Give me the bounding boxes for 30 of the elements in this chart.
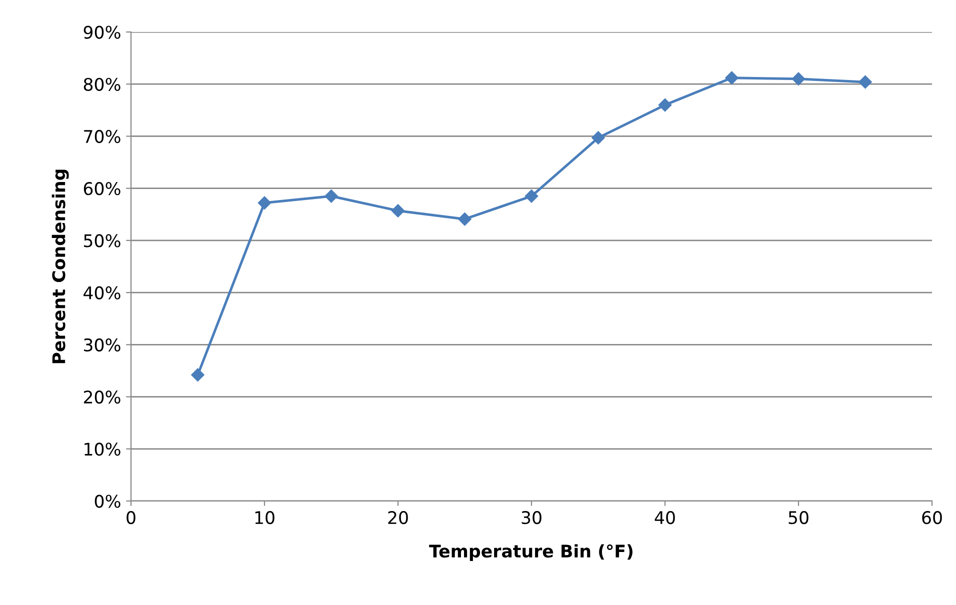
point — [524, 190, 538, 203]
point — [458, 212, 472, 226]
point — [858, 75, 872, 89]
y-tick-label: 20% — [84, 390, 120, 404]
point — [792, 72, 806, 86]
x-tick-label: 10 — [255, 511, 274, 524]
x-tick-label: 50 — [788, 511, 808, 524]
y-tick-label: 70% — [84, 130, 120, 144]
y-tick-label: 0% — [94, 494, 120, 508]
x-tick-label: 60 — [922, 511, 942, 524]
x-axis-title: Temperature Bin (°F) — [429, 544, 632, 561]
x-tick-label: 30 — [522, 511, 542, 524]
point — [191, 368, 204, 382]
y-tick-label: 10% — [84, 442, 120, 456]
y-tick-label: 60% — [84, 182, 120, 196]
point — [592, 131, 605, 144]
point — [391, 204, 405, 218]
y-tick-label: 30% — [84, 338, 120, 352]
y-tick-label: 50% — [84, 234, 120, 248]
y-tick-label: 40% — [84, 286, 120, 300]
point — [258, 196, 272, 210]
y-tick-label: 90% — [84, 26, 120, 39]
x-tick-label: 20 — [388, 511, 408, 524]
point — [658, 98, 672, 112]
y-axis-title: Percent Condensing — [52, 170, 69, 364]
x-tick-label: 0 — [126, 511, 136, 524]
y-tick-label: 80% — [84, 78, 120, 91]
point — [725, 71, 738, 84]
x-tick-label: 40 — [654, 511, 675, 524]
point — [324, 190, 338, 203]
